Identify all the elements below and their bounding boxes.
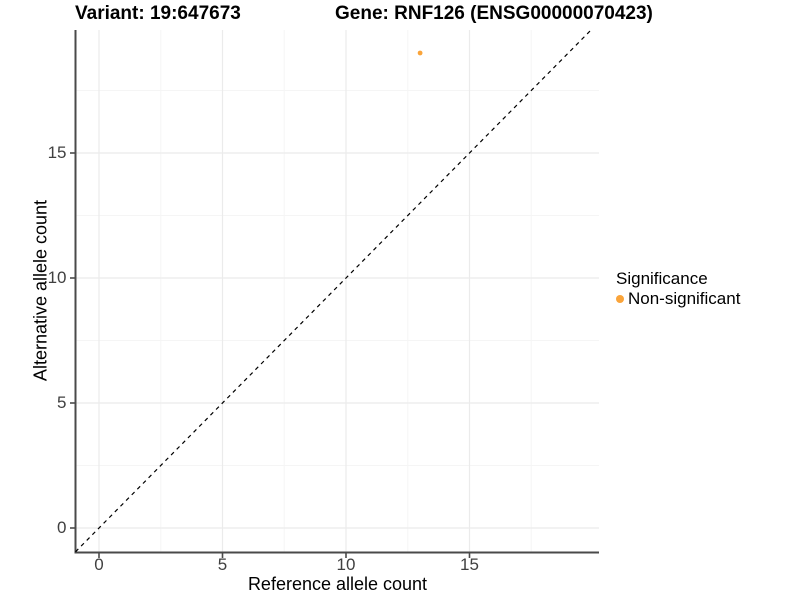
x-tick-label-15: 15 — [460, 555, 479, 574]
y-tick-label-0: 0 — [57, 518, 67, 537]
y-axis-title: Alternative allele count — [30, 199, 51, 382]
x-tick-label-0: 0 — [94, 555, 104, 574]
x-tick-label-10: 10 — [336, 555, 356, 574]
legend: Significance Non-significant — [616, 269, 740, 309]
non-significant-dot-icon — [616, 295, 624, 303]
variant-title: Variant: 19:647673 — [75, 3, 241, 24]
y-tick-label-5: 5 — [57, 393, 67, 412]
y-tick-label-15: 15 — [47, 143, 67, 162]
identity-line — [75, 29, 592, 553]
legend-entry: Non-significant — [616, 289, 740, 309]
legend-title: Significance — [616, 269, 708, 288]
y-tick-label-10: 10 — [47, 268, 67, 287]
x-tick-label-5: 5 — [217, 555, 228, 574]
legend-entry-label: Non-significant — [628, 289, 741, 308]
gene-title: Gene: RNF126 (ENSG00000070423) — [335, 3, 653, 24]
data-point-non-significant — [417, 50, 423, 56]
x-axis-title: Reference allele count — [247, 574, 428, 594]
